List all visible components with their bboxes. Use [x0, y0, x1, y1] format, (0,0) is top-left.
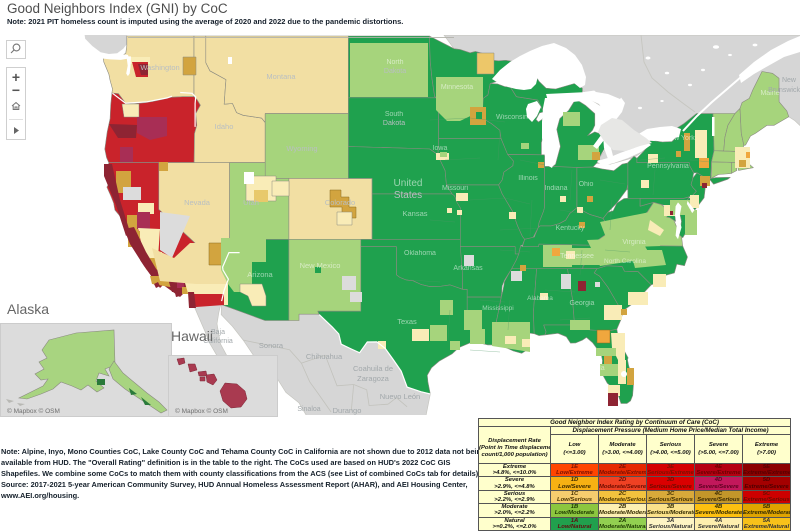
svg-text:Montana: Montana [266, 72, 296, 81]
svg-text:Ohio: Ohio [579, 181, 594, 188]
svg-text:Kansas: Kansas [402, 209, 427, 218]
svg-text:Dakota: Dakota [384, 68, 406, 75]
svg-text:Pennsylvania: Pennsylvania [647, 163, 689, 170]
svg-text:States: States [394, 190, 422, 201]
svg-text:Arkansas: Arkansas [453, 265, 483, 272]
svg-text:Illinois: Illinois [518, 175, 538, 182]
svg-text:Arizona: Arizona [247, 270, 273, 279]
svg-text:Maine: Maine [760, 90, 779, 97]
svg-text:North Carolina: North Carolina [604, 258, 646, 265]
svg-text:Wyoming: Wyoming [286, 144, 317, 153]
svg-text:California: California [203, 338, 233, 345]
svg-text:Durango: Durango [333, 406, 362, 415]
svg-text:Missouri: Missouri [442, 185, 469, 192]
svg-text:Idaho: Idaho [215, 122, 234, 131]
svg-text:Chihuahua: Chihuahua [306, 352, 343, 361]
svg-text:Coahuila de: Coahuila de [353, 364, 393, 373]
svg-text:Washington: Washington [140, 63, 179, 72]
svg-text:Sinaloa: Sinaloa [297, 406, 320, 413]
svg-text:North: North [386, 59, 403, 66]
svg-text:Minnesota: Minnesota [441, 84, 473, 91]
svg-text:Colorado: Colorado [325, 198, 355, 207]
svg-text:© Mapbox © OSM: © Mapbox © OSM [7, 407, 60, 415]
svg-text:Baja: Baja [211, 329, 225, 336]
svg-text:New: New [782, 77, 797, 84]
svg-text:Sonora: Sonora [259, 341, 284, 350]
svg-text:Brunswick: Brunswick [768, 87, 800, 94]
svg-text:© Mapbox © OSM: © Mapbox © OSM [175, 407, 228, 415]
svg-text:South: South [385, 111, 403, 118]
svg-text:Texas: Texas [397, 317, 417, 326]
svg-text:Nuevo León: Nuevo León [380, 392, 420, 401]
svg-text:Oklahoma: Oklahoma [404, 250, 436, 257]
svg-text:Utah: Utah [243, 198, 259, 207]
svg-text:Indiana: Indiana [545, 185, 568, 192]
svg-text:Georgia: Georgia [570, 300, 595, 307]
svg-text:Iowa: Iowa [433, 145, 448, 152]
svg-text:New York: New York [665, 135, 695, 142]
svg-text:New Mexico: New Mexico [300, 261, 341, 270]
svg-text:Tennessee: Tennessee [560, 253, 594, 260]
svg-text:Dakota: Dakota [383, 120, 405, 127]
svg-text:Alabama: Alabama [527, 295, 553, 302]
svg-text:Kentucky: Kentucky [556, 225, 585, 232]
svg-text:Florida: Florida [583, 365, 605, 372]
svg-text:Virginia: Virginia [622, 239, 645, 246]
svg-text:Nevada: Nevada [184, 198, 211, 207]
svg-text:Wisconsin: Wisconsin [496, 114, 528, 121]
svg-text:Mississippi: Mississippi [482, 305, 513, 312]
svg-text:United: United [394, 178, 423, 189]
svg-text:Zaragoza: Zaragoza [357, 374, 390, 383]
